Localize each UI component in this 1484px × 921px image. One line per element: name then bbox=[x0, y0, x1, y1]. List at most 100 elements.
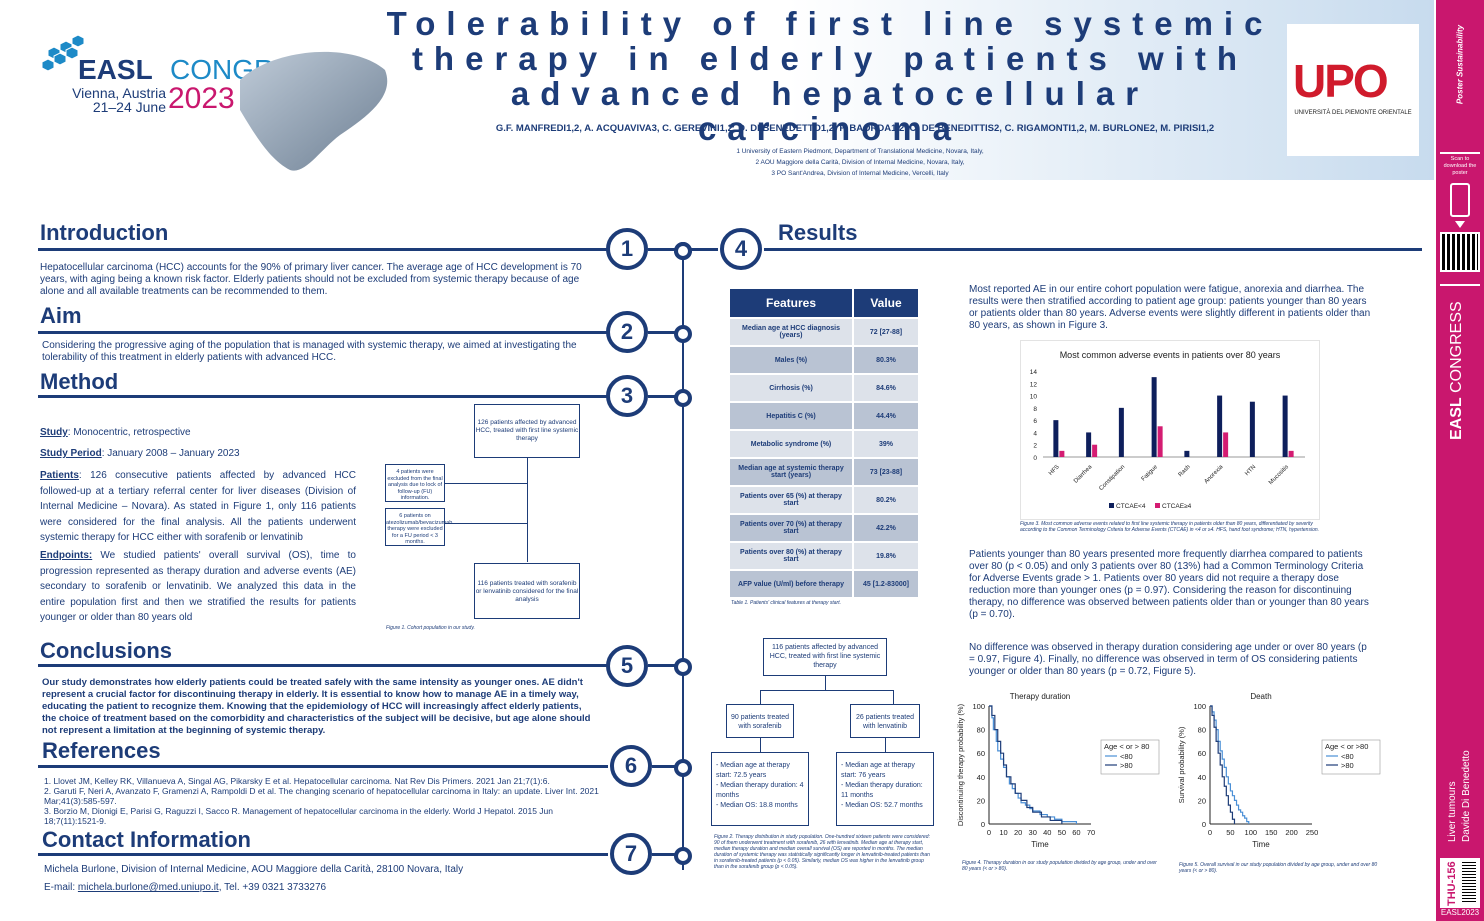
x-tick-label: 20 bbox=[1014, 828, 1022, 837]
x-tick-label: 60 bbox=[1072, 828, 1080, 837]
km-title: Therapy duration bbox=[1010, 692, 1070, 701]
conclusions-text: Our study demonstrates how elderly patie… bbox=[42, 677, 591, 736]
km-legend-label: >80 bbox=[1120, 761, 1133, 770]
y-tick-label: 0 bbox=[981, 820, 985, 829]
email-link[interactable]: michela.burlone@med.uniupo.it bbox=[77, 882, 219, 893]
table-row: Patients over 80 (%) at therapy start 19.… bbox=[730, 543, 918, 569]
easl-hex-logo-icon bbox=[38, 30, 98, 80]
period-label: Study Period bbox=[40, 448, 102, 459]
y-tick-label: 14 bbox=[1030, 369, 1038, 376]
contact-email-line: E-mail: michela.burlone@med.uniupo.it, T… bbox=[44, 882, 600, 894]
bar-fatigue-1 bbox=[1157, 426, 1163, 457]
poster-sustainability-logo-icon: Poster Sustainability bbox=[1455, 24, 1465, 105]
y-tick-label: 12 bbox=[1030, 381, 1038, 388]
table-row: Males (%) 80.3% bbox=[730, 347, 918, 373]
value-header: Value bbox=[854, 289, 918, 317]
table-row: Patients over 65 (%) at therapy start 80.… bbox=[730, 487, 918, 513]
easl-dates: 21–24 June bbox=[92, 99, 166, 115]
contact-rule bbox=[38, 853, 608, 856]
poster-code: THU-156 bbox=[1446, 861, 1458, 906]
y-tick-label: 4 bbox=[1033, 430, 1037, 437]
x-tick-label: Anorexia bbox=[1204, 464, 1225, 485]
contact-title: Contact Information bbox=[42, 827, 251, 852]
y-axis-label: Discontinuing therapy probability (%) bbox=[956, 703, 965, 826]
y-tick-label: 100 bbox=[972, 702, 985, 711]
table-row: Metabolic syndrome (%) 39% bbox=[730, 431, 918, 457]
step-7-badge: 7 bbox=[610, 833, 652, 875]
y-tick-label: 60 bbox=[1198, 749, 1206, 758]
value-cell: 80.2% bbox=[854, 487, 918, 513]
value-cell: 45 [1.2-83000] bbox=[854, 571, 918, 597]
y-tick-label: 80 bbox=[977, 726, 985, 735]
author-list: G.F. MANFREDI1,2, A. ACQUAVIVA3, C. GERE… bbox=[495, 123, 1215, 134]
table-row: Patients over 70 (%) at therapy start 42.… bbox=[730, 515, 918, 541]
x-tick-label: 50 bbox=[1226, 828, 1234, 837]
table-row: Median age at HCC diagnosis (years) 72 [2… bbox=[730, 319, 918, 345]
legend-label: CTCAE<4 bbox=[1116, 503, 1146, 510]
sidebar-easl-text: EASL CONGRESS bbox=[1448, 301, 1465, 440]
step-6-dot bbox=[674, 759, 692, 777]
overall-survival-km: Death 0 20 40 60 80 100 0 50 100 150 200 250 Time Surv… bbox=[1177, 692, 1381, 849]
x-tick-label: Rash bbox=[1178, 464, 1192, 478]
easl-city-text: Vienna, Austria bbox=[72, 85, 166, 101]
step-4-dot bbox=[674, 242, 692, 260]
bar-anorexia-0 bbox=[1217, 395, 1223, 457]
flow2-left-box: 90 patients treated with sorafenib bbox=[726, 704, 794, 738]
reference-item: 2. Garuti F, Neri A, Avanzato F, Gramenz… bbox=[44, 786, 599, 806]
affiliation-3: 3 PO Sant'Andrea, Division of Internal M… bbox=[771, 170, 949, 177]
legend-swatch bbox=[1155, 503, 1160, 508]
x-tick-label: 50 bbox=[1058, 828, 1066, 837]
figure-4-chart: Therapy duration 0 20 40 60 80 100 0 10 20 30 40 50 6… bbox=[953, 688, 1171, 854]
timeline-spine bbox=[682, 250, 684, 870]
km-legend-label: <80 bbox=[1341, 752, 1354, 761]
phone-text: , Tel. +39 0321 3733276 bbox=[218, 882, 327, 893]
flow2-left-detail: - Median age at therapy start: 72.5 year… bbox=[711, 752, 809, 826]
features-table-grid: Features Value Median age at HCC diagnos… bbox=[728, 287, 920, 599]
qr-code-icon[interactable] bbox=[1440, 232, 1480, 272]
flow2-top-box: 116 patients affected by advanced HCC, t… bbox=[763, 638, 887, 676]
value-cell: 80.3% bbox=[854, 347, 918, 373]
poster-title: Tolerability of first line systemic ther… bbox=[386, 5, 1274, 147]
value-cell: 39% bbox=[854, 431, 918, 457]
step-2-dot bbox=[674, 325, 692, 343]
contact-line: Michela Burlone, Division of Internal Me… bbox=[44, 864, 464, 875]
feature-cell: Patients over 70 (%) at therapy start bbox=[730, 515, 852, 541]
features-table: Features Value Median age at HCC diagnos… bbox=[728, 287, 920, 599]
sidebar-topic: Liver tumours bbox=[1447, 781, 1458, 842]
legend-swatch bbox=[1109, 503, 1114, 508]
sidebar-author: Davide Di Benedetto bbox=[1461, 750, 1472, 842]
method-rule bbox=[38, 395, 608, 398]
barcode-icon bbox=[1462, 862, 1476, 902]
endpoints-value: We studied patients' overall survival (O… bbox=[40, 550, 356, 623]
y-tick-label: 100 bbox=[1193, 702, 1206, 711]
affiliation-1: 1 University of Eastern Piedmont, Depart… bbox=[736, 148, 984, 155]
flow2-right-detail-line: - Median therapy duration: 11 months bbox=[841, 782, 923, 799]
table-1-caption: Table 1. Patients' clinical features at … bbox=[731, 600, 841, 606]
step-3-badge: 3 bbox=[606, 375, 648, 417]
bar-anorexia-1 bbox=[1223, 432, 1229, 457]
flow1-exclusion-2: 6 patients on atezolizumab/bevacizumab t… bbox=[385, 508, 452, 546]
period-line: Study Period: January 2008 – January 202… bbox=[40, 448, 356, 460]
flow2-stem bbox=[825, 676, 826, 690]
features-table-body: Median age at HCC diagnosis (years) 72 [2… bbox=[730, 319, 918, 597]
flow1-top-box: 126 patients affected by advanced HCC, t… bbox=[474, 404, 580, 458]
flow2-right-detail: - Median age at therapy start: 76 years … bbox=[836, 752, 934, 826]
easl-wordmark: EASL bbox=[78, 54, 153, 85]
scan-text: Scan to download the poster bbox=[1443, 156, 1477, 176]
y-tick-label: 6 bbox=[1033, 418, 1037, 425]
x-tick-label: 70 bbox=[1087, 828, 1095, 837]
flow2-left-detail-line: - Median OS: 18.8 months bbox=[716, 802, 798, 809]
chart-title: Most common adverse events in patients o… bbox=[1060, 350, 1281, 360]
y-axis-label: Survival probability (%) bbox=[1177, 726, 1186, 803]
sidebar-easl-logo: EASL CONGRESS bbox=[1446, 300, 1476, 440]
step-5-dot bbox=[674, 658, 692, 676]
x-tick-label: 0 bbox=[987, 828, 991, 837]
endpoints-label: Endpoints: bbox=[40, 550, 93, 561]
y-tick-label: 40 bbox=[1198, 773, 1206, 782]
step-3-connector bbox=[648, 395, 678, 398]
flow1-branch-1 bbox=[443, 483, 527, 484]
value-cell: 84.6% bbox=[854, 375, 918, 401]
bar-rash-0 bbox=[1184, 450, 1190, 457]
x-tick-label: Diarrhea bbox=[1073, 464, 1094, 485]
figure-2-caption: Figure 2. Therapy distribution in study … bbox=[714, 834, 930, 870]
